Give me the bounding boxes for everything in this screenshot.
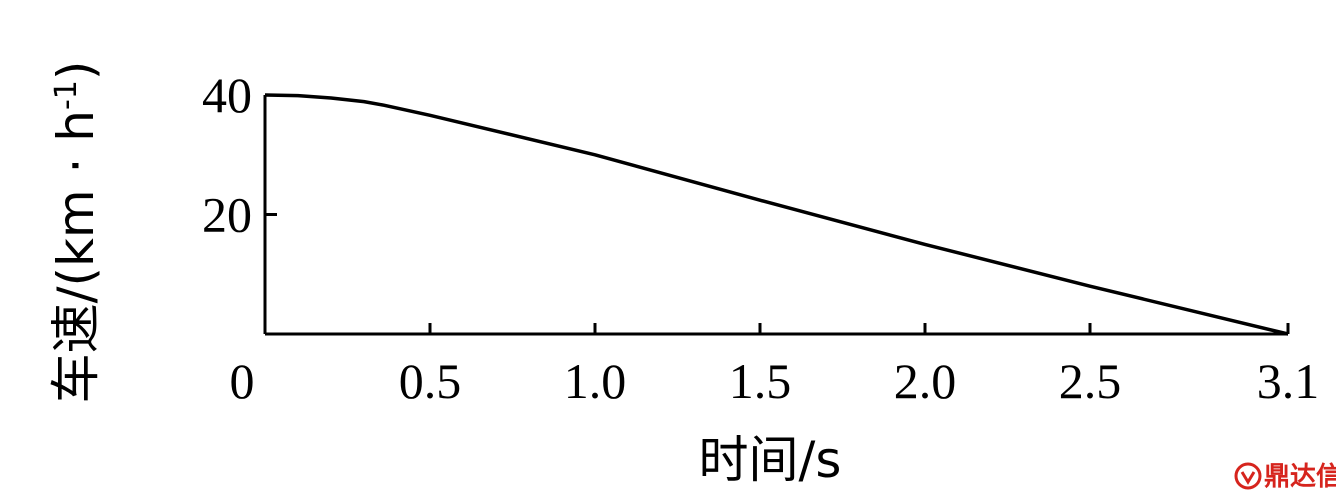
x-tick-label: 3.1 [1257,353,1320,409]
y-axis-title-main: 车速/(km · h [47,110,105,403]
speed-line [264,93,1289,336]
x-tick-label: 1.0 [564,353,627,409]
watermark: 鼎达信 [1234,462,1336,492]
y-tick-label: 40 [202,67,252,123]
y-tick-label: 20 [202,187,252,243]
x-axis-title: 时间/s [699,431,842,489]
x-tick-label: 2.5 [1059,353,1122,409]
y-axis-title-close: ) [47,61,105,81]
x-tick-label: 1.5 [729,353,792,409]
tick-labels: 0 0.5 1.0 1.5 2.0 2.5 3.1 20 40 [202,67,1319,409]
watermark-logo-mark [1240,471,1256,485]
watermark-logo-icon [1234,462,1262,490]
x-tick-label: 0 [230,353,255,409]
y-axis-title: 车速/(km · h-1) [47,61,105,404]
watermark-text: 鼎达信 [1264,462,1336,492]
y-axis-title-superscript: -1 [49,80,84,110]
axes [263,93,1290,336]
series-layer [264,93,1289,336]
x-tick-label: 2.0 [894,353,957,409]
x-tick-label: 0.5 [399,353,462,409]
